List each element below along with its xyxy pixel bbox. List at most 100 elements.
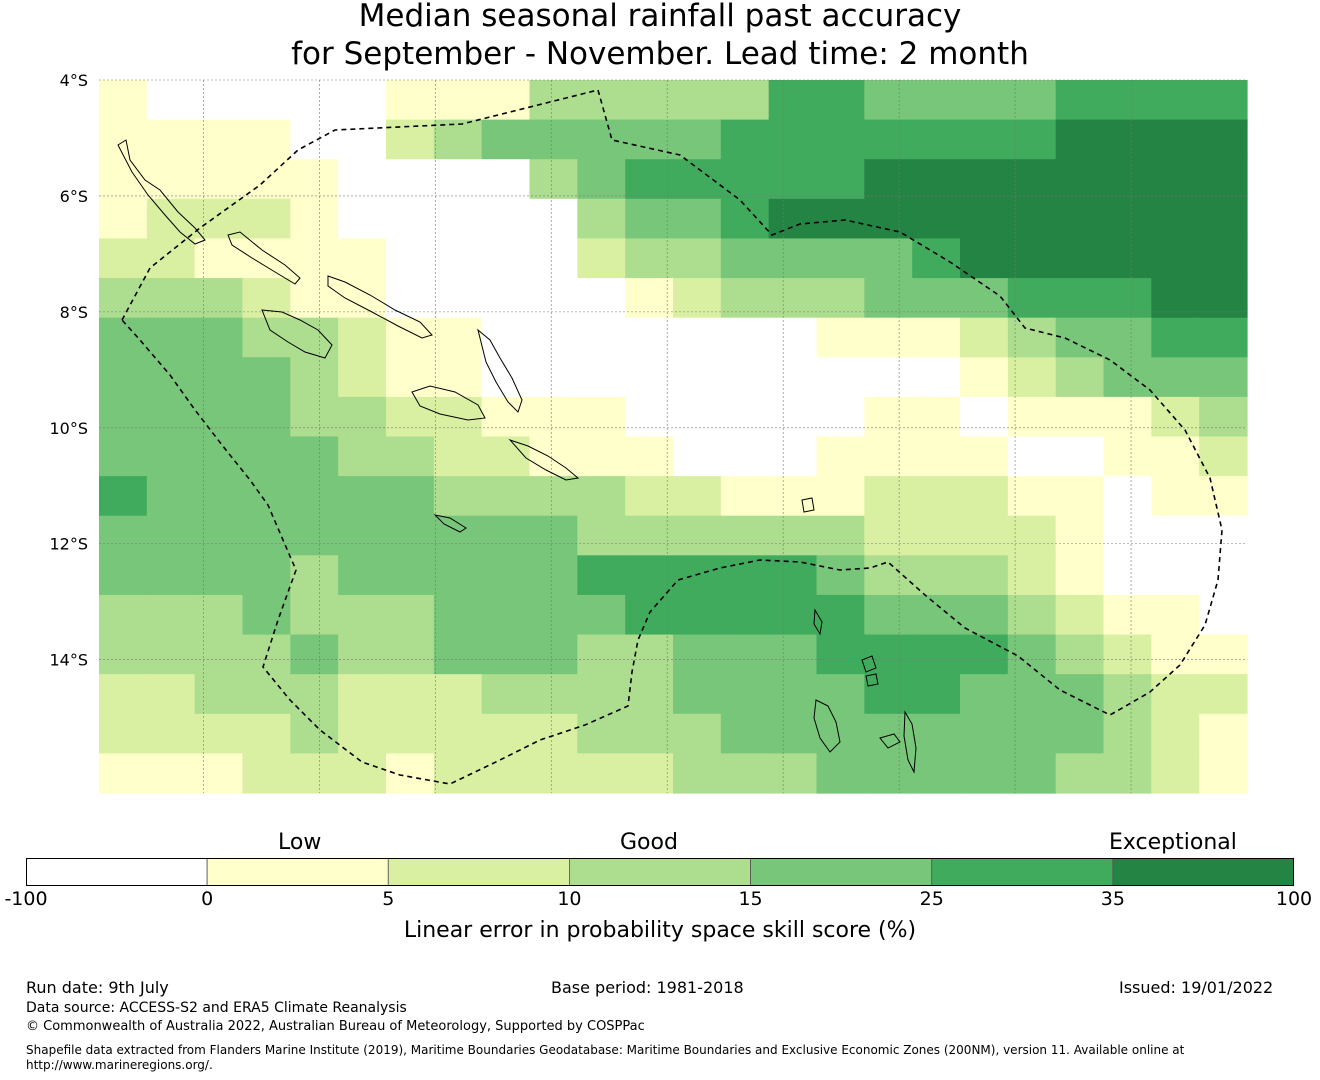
skill-cell <box>720 80 770 121</box>
skill-cell <box>481 515 531 556</box>
skill-cell <box>1007 238 1057 279</box>
skill-cell <box>864 515 913 556</box>
skill-cell <box>673 357 722 398</box>
skill-cell <box>816 238 865 279</box>
skill-cell <box>1103 634 1152 675</box>
skill-cell <box>386 634 435 675</box>
skill-cell <box>386 515 435 556</box>
skill-cell <box>433 317 483 358</box>
skill-cell <box>864 119 913 160</box>
skill-cell <box>99 198 148 240</box>
skill-cell <box>1055 436 1105 477</box>
skill-cell <box>146 159 196 200</box>
skill-cell <box>242 396 291 438</box>
skill-cell <box>433 357 483 398</box>
skill-cell <box>625 436 674 477</box>
skill-cell <box>242 238 291 279</box>
skill-cell <box>1007 159 1057 200</box>
skill-cell <box>481 357 531 398</box>
skill-cell <box>1055 278 1105 319</box>
skill-cell <box>577 436 626 477</box>
skill-cell <box>146 515 196 556</box>
skill-cell <box>1151 436 1200 477</box>
skill-map: 4°S6°S8°S10°S12°S14°S 156°E158°E160°E162… <box>49 71 1248 794</box>
skill-cell <box>1199 476 1248 517</box>
skill-cell <box>720 634 770 675</box>
skill-cell <box>290 238 339 279</box>
skill-cell <box>386 198 435 240</box>
skill-cell <box>194 278 244 319</box>
skill-cell <box>1103 555 1152 596</box>
skill-cell <box>577 476 626 517</box>
skill-cell <box>338 594 387 636</box>
skill-cell <box>720 238 770 279</box>
skill-cell <box>529 198 578 240</box>
skill-cell <box>290 634 339 675</box>
skill-cell <box>481 317 531 358</box>
island-santa-cruz <box>801 497 815 513</box>
skill-cell <box>1103 753 1152 794</box>
skill-cell <box>816 198 865 240</box>
legend-category-good: Good <box>620 830 678 855</box>
colorbar-outline <box>26 858 1294 886</box>
colorbar-segment <box>387 858 570 886</box>
skill-cell <box>529 634 578 675</box>
skill-cell <box>99 278 148 319</box>
skill-cell <box>625 555 674 596</box>
skill-cell <box>912 594 961 636</box>
lat-tick-label: 12°S <box>49 535 88 554</box>
skill-cell <box>1151 753 1200 794</box>
skill-cell <box>1007 476 1057 517</box>
skill-cell <box>912 476 961 517</box>
legend-category-exceptional: Exceptional <box>1109 830 1237 855</box>
skill-cell <box>1007 594 1057 636</box>
skill-cell <box>768 198 818 240</box>
skill-cell <box>338 674 387 715</box>
skill-cell <box>1199 119 1248 160</box>
shapefile-credit: Shapefile data extracted from Flanders M… <box>26 1043 1185 1057</box>
skill-cell <box>99 713 148 754</box>
skill-cell <box>1007 713 1057 754</box>
skill-cell <box>960 436 1009 477</box>
skill-cell <box>242 753 291 794</box>
skill-cell <box>720 515 770 556</box>
skill-cell <box>194 357 244 398</box>
skill-cell <box>433 555 483 596</box>
skill-cell <box>481 198 531 240</box>
skill-cell <box>1199 634 1248 675</box>
skill-cell <box>194 119 244 160</box>
skill-cell <box>625 119 674 160</box>
skill-cell <box>386 357 435 398</box>
skill-cell <box>481 713 531 754</box>
skill-cell <box>242 278 291 319</box>
skill-cell <box>577 515 626 556</box>
skill-cell <box>816 317 865 358</box>
skill-cell <box>864 238 913 279</box>
colorbar-tick-label: 5 <box>382 888 395 910</box>
skill-cell <box>386 674 435 715</box>
skill-cell <box>912 278 961 319</box>
skill-cell <box>290 515 339 556</box>
skill-cell <box>529 713 578 754</box>
skill-cell <box>338 357 387 398</box>
skill-cell <box>290 278 339 319</box>
skill-cell <box>529 436 578 477</box>
skill-cell <box>99 396 148 438</box>
skill-cell <box>720 357 770 398</box>
skill-cell <box>720 198 770 240</box>
skill-cell <box>481 476 531 517</box>
skill-cell <box>481 278 531 319</box>
skill-cell <box>720 713 770 754</box>
skill-cell <box>99 238 148 279</box>
colorbar-segment <box>26 858 208 886</box>
skill-cell <box>433 159 483 200</box>
skill-cell <box>625 634 674 675</box>
skill-cell <box>673 515 722 556</box>
skill-cell <box>625 674 674 715</box>
skill-cell <box>816 476 865 517</box>
skill-cell <box>1055 396 1105 438</box>
skill-cell <box>912 753 961 794</box>
colorbar-segment <box>569 858 751 886</box>
skill-cell <box>720 594 770 636</box>
skill-cell <box>1103 119 1152 160</box>
